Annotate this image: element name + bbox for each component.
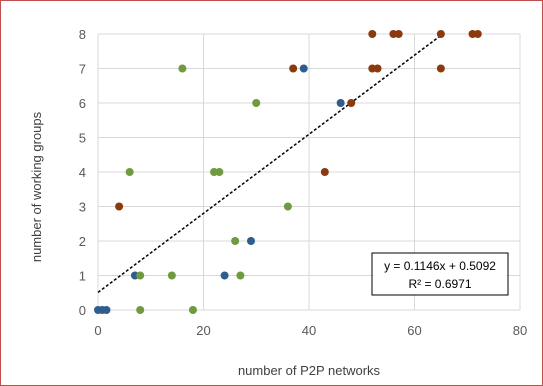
equation-box: y = 0.1146x + 0.5092 R² = 0.6971 (371, 252, 509, 296)
x-tick-label: 80 (513, 323, 527, 338)
y-tick-label: 2 (79, 234, 86, 249)
x-tick-label: 40 (302, 323, 316, 338)
equation-box-frame (371, 252, 509, 296)
data-point-series-2 (252, 99, 261, 107)
y-tick-label: 6 (79, 96, 86, 111)
data-point-series-2 (231, 237, 240, 245)
data-point-series-3 (347, 99, 356, 107)
trendline-equation: y = 0.1146x + 0.5092 (384, 259, 496, 273)
data-point-series-3 (368, 30, 377, 38)
x-tick-label: 20 (196, 323, 210, 338)
trendline (97, 34, 442, 294)
data-point-series-2 (125, 168, 134, 176)
y-tick-label: 3 (79, 200, 86, 215)
data-point-series-2 (167, 271, 176, 280)
y-tick-label: 4 (79, 165, 86, 180)
data-point-series-2 (136, 271, 145, 280)
data-point-series-1 (102, 306, 111, 314)
data-point-series-2 (178, 64, 187, 73)
x-tick-label: 0 (94, 323, 101, 338)
data-point-series-2 (236, 271, 245, 280)
trendline-layer (97, 34, 442, 294)
data-point-series-3 (320, 168, 329, 176)
y-tick-label: 0 (79, 303, 86, 318)
data-point-series-2 (136, 306, 145, 314)
x-tick-label: 60 (407, 323, 421, 338)
y-tick-label: 7 (79, 62, 86, 77)
data-point-series-2 (188, 306, 197, 314)
data-point-series-3 (436, 30, 445, 38)
data-point-series-1 (220, 271, 229, 280)
data-point-series-3 (473, 30, 482, 38)
data-point-series-3 (394, 30, 403, 38)
r-squared-label: R² = 0.6971 (408, 277, 471, 291)
y-tick-label: 5 (79, 131, 86, 146)
data-point-series-1 (336, 99, 345, 107)
y-axis-title: number of working groups (29, 111, 44, 262)
data-point-series-3 (115, 202, 124, 211)
data-point-series-1 (299, 64, 308, 73)
data-point-series-3 (436, 64, 445, 73)
data-point-series-2 (215, 168, 224, 176)
x-axis-title: number of P2P networks (238, 363, 381, 378)
data-point-series-2 (283, 202, 292, 211)
data-points (94, 30, 482, 314)
data-point-series-1 (246, 237, 255, 245)
data-point-series-3 (289, 64, 298, 73)
y-tick-label: 1 (79, 269, 86, 284)
y-tick-label: 8 (79, 27, 86, 42)
data-point-series-3 (373, 64, 382, 73)
